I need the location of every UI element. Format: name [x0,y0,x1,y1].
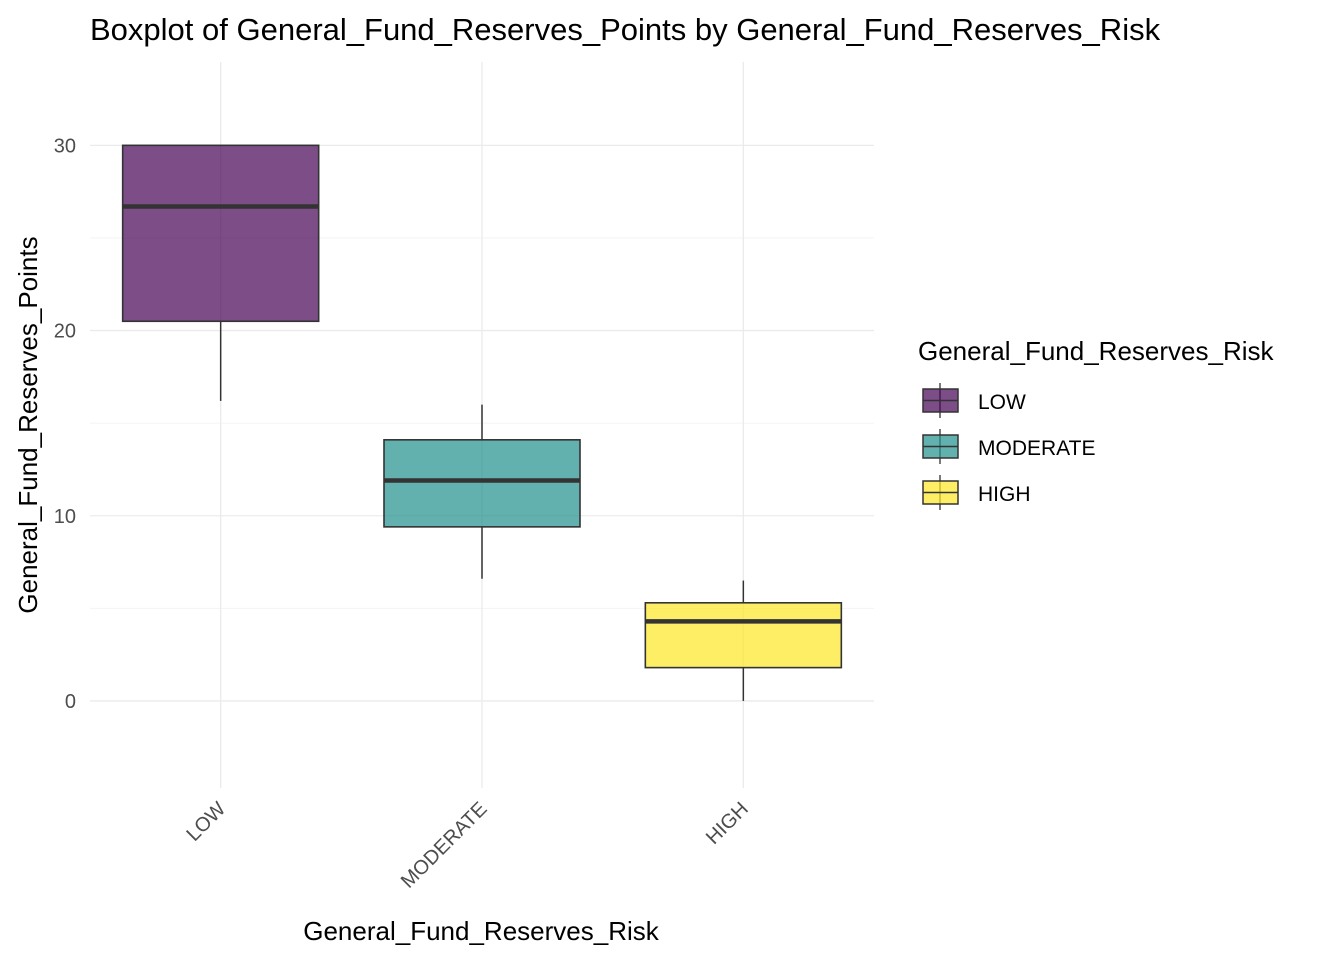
legend-item-high: HIGH [922,475,1031,510]
y-tick-label: 10 [54,506,76,528]
box-low [121,144,320,401]
y-tick-label: 20 [54,321,76,343]
x-axis-title: General_Fund_Reserves_Risk [303,916,660,946]
legend-item-moderate: MODERATE [922,429,1095,464]
boxes [121,144,843,701]
box-high [644,580,843,701]
x-tick-label: LOW [182,798,230,846]
box-body [121,144,320,323]
box-body [644,601,843,669]
box-body [383,439,581,528]
legend-title: General_Fund_Reserves_Risk [918,336,1275,366]
legend-label: LOW [978,391,1026,414]
legend-item-low: LOW [922,383,1026,418]
y-tick-label: 0 [65,691,76,713]
legend-label: HIGH [978,483,1031,506]
chart-title: Boxplot of General_Fund_Reserves_Points … [90,12,1161,47]
y-axis-title: General_Fund_Reserves_Points [13,236,43,613]
legend: General_Fund_Reserves_Risk LOW MODERATE HI… [918,336,1275,510]
x-tick-label: MODERATE [397,798,492,893]
y-tick-label: 30 [54,135,76,157]
x-tick-label: HIGH [702,798,753,849]
legend-label: MODERATE [978,437,1095,460]
box-moderate [383,404,581,579]
